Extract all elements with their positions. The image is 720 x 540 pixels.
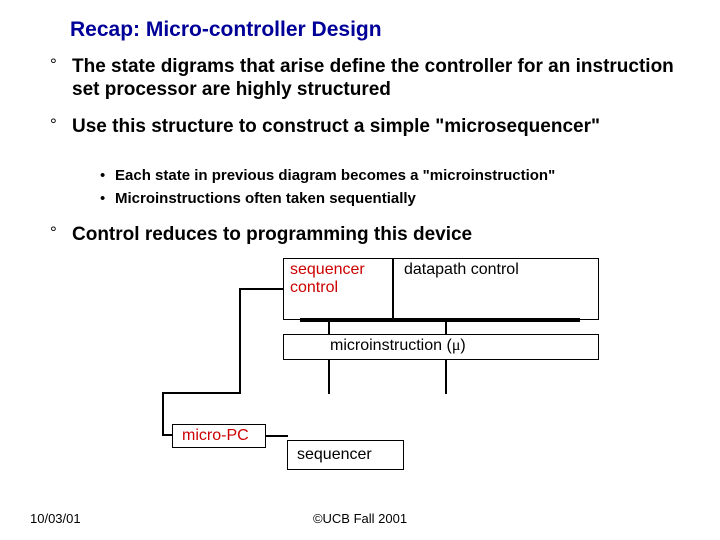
bullet-marker: °: [50, 223, 57, 243]
output-line-1: [328, 360, 330, 394]
feedback-line-v1: [239, 288, 241, 394]
sub-bullet-marker: •: [100, 167, 105, 184]
bullet-2: Use this structure to construct a simple…: [72, 116, 682, 139]
datapath-control-label: datapath control: [404, 261, 519, 279]
micro-pc-label: micro-PC: [182, 427, 249, 445]
micropc-out-line: [266, 435, 288, 437]
sub-bullet-1: Each state in previous diagram becomes a…: [115, 167, 675, 184]
microinstruction-label: microinstruction (μ): [330, 337, 466, 355]
sub-bullet-2: Microinstructions often taken sequential…: [115, 190, 675, 207]
feedback-line-h1: [239, 288, 283, 290]
bullet-marker: °: [50, 55, 57, 75]
sequencer-label: sequencer: [297, 446, 372, 464]
connector-line: [445, 320, 447, 334]
slide-title: Recap: Micro-controller Design: [70, 18, 382, 42]
sequencer-control-label: sequencer control: [290, 261, 388, 296]
connector-bar: [300, 318, 580, 322]
bullet-1: The state digrams that arise define the …: [72, 56, 682, 102]
bullet-marker: °: [50, 115, 57, 135]
output-line-2: [445, 360, 447, 394]
feedback-line-h2: [162, 392, 241, 394]
feedback-line-h3: [162, 434, 172, 436]
footer-copyright: ©UCB Fall 2001: [0, 511, 720, 526]
feedback-line-v2: [162, 392, 164, 436]
connector-line: [328, 320, 330, 334]
top-box-divider: [392, 258, 394, 320]
sub-bullet-marker: •: [100, 190, 105, 207]
bullet-3: Control reduces to programming this devi…: [72, 224, 682, 247]
